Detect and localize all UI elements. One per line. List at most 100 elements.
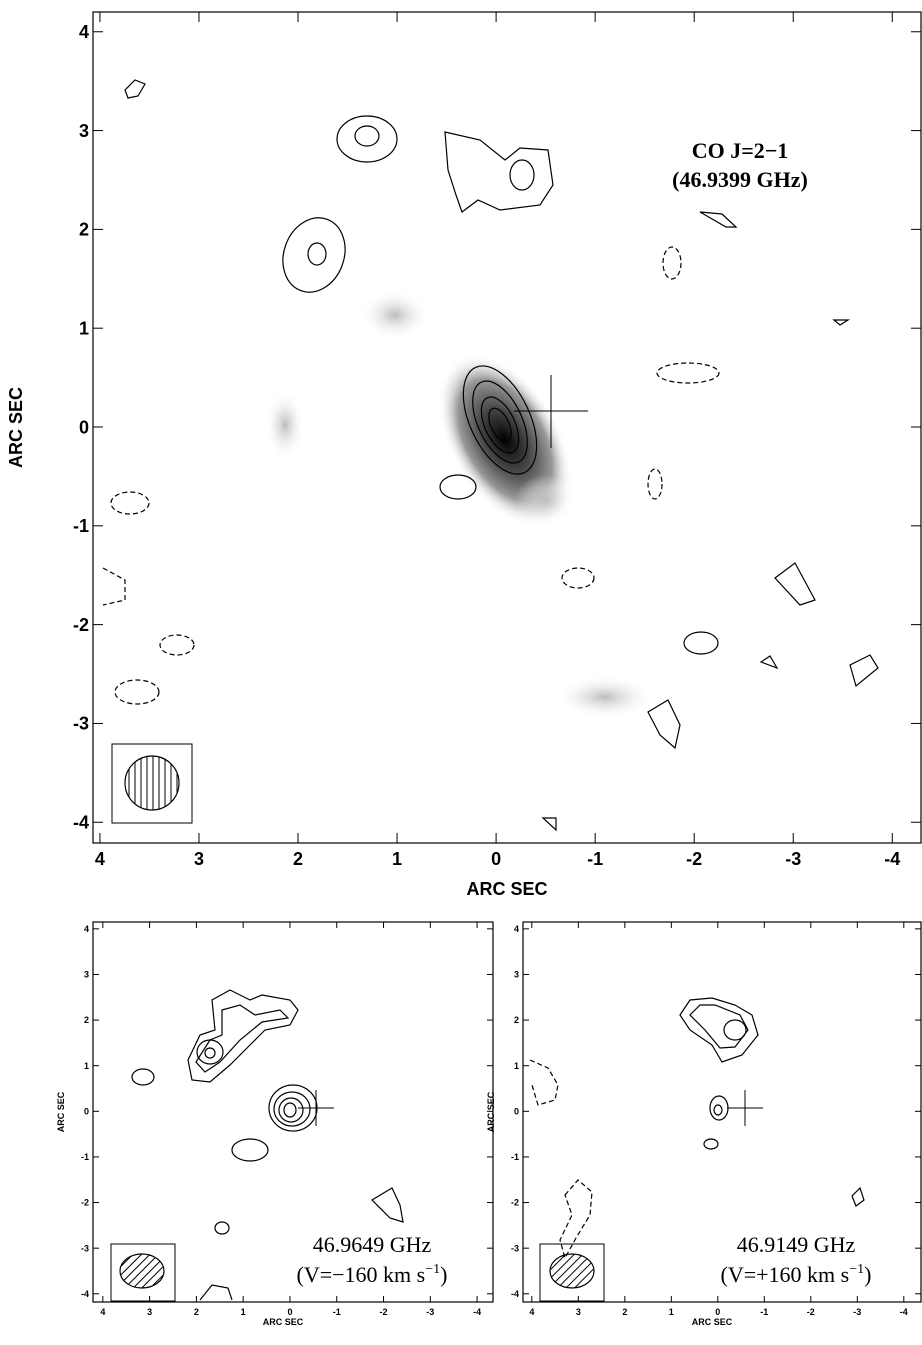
x-tick-label: -1 (333, 1307, 341, 1317)
x-tick-label: 2 (622, 1307, 627, 1317)
contour (690, 1005, 748, 1048)
velocity-suffix: ) (864, 1262, 871, 1287)
annotation: 46.9149 GHz (737, 1232, 856, 1257)
y-tick-label: 1 (79, 318, 89, 338)
x-axis-label: ARC SEC (466, 879, 547, 899)
intensity (555, 675, 655, 719)
x-tick-label: -1 (760, 1307, 768, 1317)
x-tick-label: 3 (147, 1307, 152, 1317)
contour (761, 656, 777, 668)
y-tick-label: 2 (79, 220, 89, 240)
x-tick-label: -2 (686, 849, 702, 869)
x-tick-label: -1 (587, 849, 603, 869)
contour (200, 1285, 232, 1300)
x-tick-label: 4 (529, 1307, 534, 1317)
contour (279, 1098, 303, 1122)
contour (215, 1222, 229, 1234)
y-tick-label: 2 (514, 1015, 519, 1025)
x-tick-label: 4 (95, 849, 105, 869)
contour (510, 160, 534, 190)
contour (284, 1103, 296, 1117)
contour (308, 243, 326, 265)
velocity-label: (V=+160 km s−1) (721, 1262, 872, 1287)
contour (440, 475, 476, 499)
y-tick-label: -3 (73, 714, 89, 734)
y-tick-label: 2 (84, 1015, 89, 1025)
y-tick-label: -1 (81, 1152, 89, 1162)
contour (445, 132, 553, 212)
x-tick-label: -3 (785, 849, 801, 869)
intensity (515, 475, 575, 525)
velocity-exponent: −1 (425, 1262, 440, 1277)
x-tick-label: 4 (100, 1307, 105, 1317)
velocity-exponent: −1 (849, 1262, 864, 1277)
contour (852, 1188, 864, 1206)
contour (834, 320, 848, 325)
contour (562, 568, 594, 588)
y-tick-label: 0 (514, 1106, 519, 1116)
x-tick-label: 1 (669, 1307, 674, 1317)
y-tick-label: -4 (73, 813, 89, 833)
y-tick-label: 4 (514, 924, 519, 934)
x-axis-label: ARC SEC (263, 1317, 304, 1327)
contour (232, 1139, 268, 1161)
y-tick-label: -1 (73, 516, 89, 536)
x-tick-label: -4 (884, 849, 900, 869)
contour (103, 568, 125, 605)
contour (648, 469, 662, 499)
plot-frame (93, 922, 493, 1302)
x-tick-label: 2 (194, 1307, 199, 1317)
contour (560, 1180, 592, 1258)
contour (197, 1040, 223, 1064)
annotation: (46.9399 GHz) (672, 167, 808, 192)
x-tick-label: 3 (576, 1307, 581, 1317)
y-tick-label: -3 (511, 1243, 519, 1253)
y-tick-label: 0 (84, 1106, 89, 1116)
y-tick-label: 1 (514, 1061, 519, 1071)
x-tick-label: 1 (241, 1307, 246, 1317)
contour (132, 1069, 154, 1085)
contour (273, 209, 355, 301)
contour (355, 126, 379, 146)
contour (684, 632, 718, 654)
contour (188, 990, 298, 1082)
contour (704, 1139, 718, 1149)
contour (372, 1188, 403, 1222)
x-tick-label: 2 (293, 849, 303, 869)
y-tick-label: -3 (81, 1243, 89, 1253)
x-axis-label: ARC SEC (692, 1317, 733, 1327)
y-tick-label: -2 (511, 1198, 519, 1208)
y-tick-label: 3 (84, 970, 89, 980)
x-tick-label: 1 (392, 849, 402, 869)
x-tick-label: -2 (807, 1307, 815, 1317)
beam (120, 1254, 164, 1288)
velocity-suffix: ) (440, 1262, 447, 1287)
x-tick-label: -2 (380, 1307, 388, 1317)
y-axis-label: ARC SEC (56, 1091, 66, 1132)
annotation: 46.9649 GHz (313, 1232, 432, 1257)
y-tick-label: -2 (81, 1198, 89, 1208)
x-tick-label: 0 (287, 1307, 292, 1317)
intensity (360, 290, 430, 340)
x-tick-label: -3 (853, 1307, 861, 1317)
y-axis-label: ARC SEC (6, 387, 26, 468)
y-tick-label: 4 (84, 924, 89, 934)
figure: 4 3 2 1 0 -1 -2 -3 -4 4 3 2 1 0 -1 -2 -3 -4 ARC SEC ARC SEC… (0, 0, 922, 1345)
contour (700, 212, 736, 227)
contour (160, 635, 194, 655)
x-tick-label: 0 (491, 849, 501, 869)
y-tick-label: -1 (511, 1152, 519, 1162)
contour (543, 818, 556, 830)
contour (205, 1048, 215, 1058)
x-tick-label: -4 (900, 1307, 908, 1317)
contour (724, 1020, 746, 1040)
contour (775, 563, 815, 605)
contour (657, 363, 719, 383)
y-tick-label: 3 (79, 121, 89, 141)
y-tick-label: 1 (84, 1061, 89, 1071)
y-tick-label: -4 (81, 1289, 89, 1299)
contour (710, 1096, 728, 1120)
beam (125, 756, 179, 810)
intensity (265, 390, 305, 460)
contour (648, 700, 680, 748)
